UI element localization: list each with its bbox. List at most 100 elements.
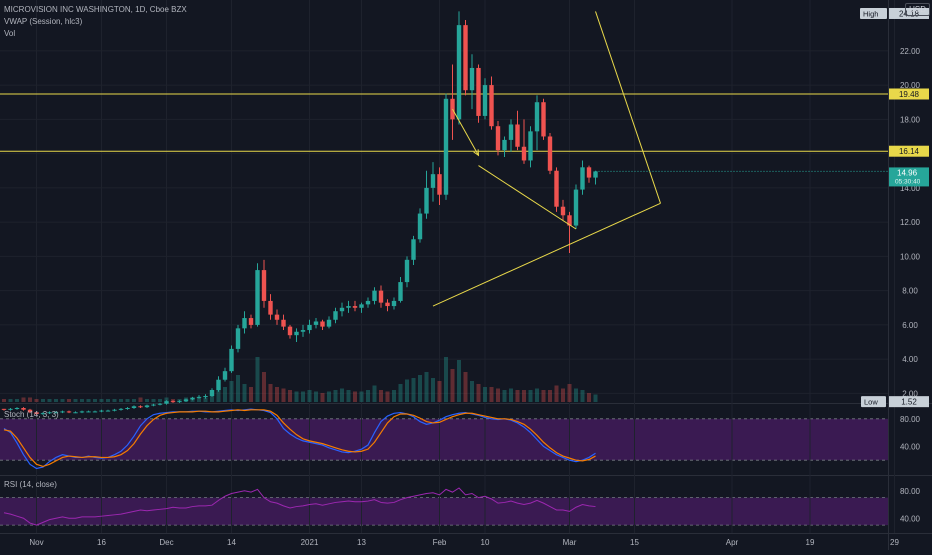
rsi-pane bbox=[3, 487, 596, 526]
candle-body bbox=[508, 124, 514, 140]
x-tick-label: 16 bbox=[97, 538, 106, 547]
candle-body bbox=[281, 319, 286, 327]
candle-body bbox=[229, 348, 234, 372]
stoch-title[interactable]: Stoch (14, 3, 3) bbox=[4, 410, 59, 419]
candle-body bbox=[482, 85, 488, 116]
candle-body bbox=[495, 126, 501, 151]
candles[interactable] bbox=[1, 11, 598, 415]
volume-bar bbox=[548, 390, 552, 402]
candle-body bbox=[320, 321, 325, 327]
candle-body bbox=[151, 404, 156, 406]
volume-bar bbox=[197, 397, 201, 402]
volume-bar bbox=[255, 357, 260, 402]
candle-body bbox=[352, 306, 358, 308]
x-tick-label: 19 bbox=[806, 538, 815, 547]
rsi-title[interactable]: RSI (14, close) bbox=[4, 480, 57, 489]
candle-body bbox=[307, 324, 312, 331]
currency-badge[interactable]: USD bbox=[905, 3, 930, 16]
volume-bar bbox=[145, 399, 149, 402]
volume-bar bbox=[431, 378, 435, 402]
candle-body bbox=[53, 412, 59, 414]
volume-bar bbox=[398, 384, 403, 402]
candle-body bbox=[541, 102, 546, 137]
candle-body bbox=[502, 139, 507, 151]
volume-bar bbox=[34, 399, 39, 402]
x-tick-label: 14 bbox=[227, 538, 236, 547]
volume-bar bbox=[411, 378, 416, 402]
volume-bar bbox=[385, 391, 390, 402]
arrow-head bbox=[473, 149, 480, 157]
volume-bar bbox=[554, 385, 559, 402]
candle-body bbox=[521, 146, 527, 161]
x-tick-label: 15 bbox=[630, 538, 639, 547]
volume-bar bbox=[463, 372, 468, 402]
volume-bar bbox=[450, 369, 455, 402]
y-tick-label: 18.00 bbox=[900, 115, 921, 124]
volume-bar bbox=[86, 399, 91, 402]
candle-body bbox=[86, 411, 91, 413]
volume-bar bbox=[509, 388, 513, 402]
hline-value-text: 19.48 bbox=[899, 90, 920, 99]
candle-body bbox=[34, 412, 39, 414]
grid bbox=[0, 0, 895, 533]
volume-bar bbox=[249, 387, 253, 402]
candle-body bbox=[294, 331, 299, 336]
volume-bar bbox=[301, 391, 305, 402]
volume-bar bbox=[515, 390, 520, 402]
volume-bar bbox=[593, 394, 598, 402]
y-tick-label: 8.00 bbox=[902, 287, 918, 296]
candle-body bbox=[235, 328, 241, 349]
candle-body bbox=[248, 318, 254, 325]
volume-bar bbox=[496, 388, 500, 402]
candle-body bbox=[515, 124, 520, 147]
volume-bar bbox=[60, 399, 65, 402]
candle-body bbox=[580, 167, 585, 190]
y-tick-label: 4.00 bbox=[902, 355, 918, 364]
volume-bar bbox=[262, 372, 266, 402]
candle-body bbox=[430, 174, 436, 188]
time-axis: Nov 16 Dec 14 2021 13 Feb 10 Mar 15 Apr 19 29 bbox=[29, 538, 899, 547]
volume-bar bbox=[47, 399, 52, 402]
candle-body bbox=[131, 406, 137, 408]
candle-body bbox=[385, 302, 390, 307]
candle-body bbox=[586, 167, 592, 178]
candle-body bbox=[255, 270, 260, 325]
candle-body bbox=[138, 406, 143, 408]
candle-body bbox=[554, 170, 559, 207]
candle-body bbox=[73, 412, 78, 414]
candle-body bbox=[242, 318, 247, 329]
rsi-y-tick-label: 80.00 bbox=[900, 487, 921, 496]
low-badge-text: Low bbox=[864, 398, 878, 407]
candle-body bbox=[359, 304, 364, 308]
candle-body bbox=[326, 319, 332, 327]
volume-bar bbox=[574, 388, 578, 402]
triangle-lower-line bbox=[432, 202, 661, 307]
candle-body bbox=[99, 410, 104, 412]
volume-bar bbox=[67, 399, 71, 402]
vwap-legend[interactable]: VWAP (Session, hlc3) bbox=[4, 17, 83, 26]
y-tick-label: 12.00 bbox=[900, 218, 921, 227]
symbol-title[interactable]: MICROVISION INC WASHINGTON, 1D, Cboe BZX bbox=[4, 5, 187, 14]
volume-bar bbox=[125, 399, 130, 402]
volume-bar bbox=[281, 388, 286, 402]
candle-body bbox=[287, 326, 293, 336]
vol-legend[interactable]: Vol bbox=[4, 29, 16, 38]
volume-bar bbox=[522, 390, 526, 402]
candle-body bbox=[27, 409, 33, 413]
volume-bar bbox=[405, 379, 409, 402]
volume-bar bbox=[320, 393, 325, 402]
candle-body bbox=[261, 270, 267, 301]
x-tick-label: Dec bbox=[159, 538, 173, 547]
volume-bar bbox=[340, 388, 344, 402]
volume-bar bbox=[112, 399, 117, 402]
high-badge bbox=[860, 7, 887, 19]
volume-bar bbox=[314, 391, 318, 402]
candle-body bbox=[560, 206, 566, 216]
candle-body bbox=[66, 411, 72, 413]
volume-bar bbox=[457, 360, 461, 402]
candle-body bbox=[222, 371, 228, 380]
high-value-badge bbox=[889, 7, 929, 19]
candle-body bbox=[164, 401, 169, 404]
